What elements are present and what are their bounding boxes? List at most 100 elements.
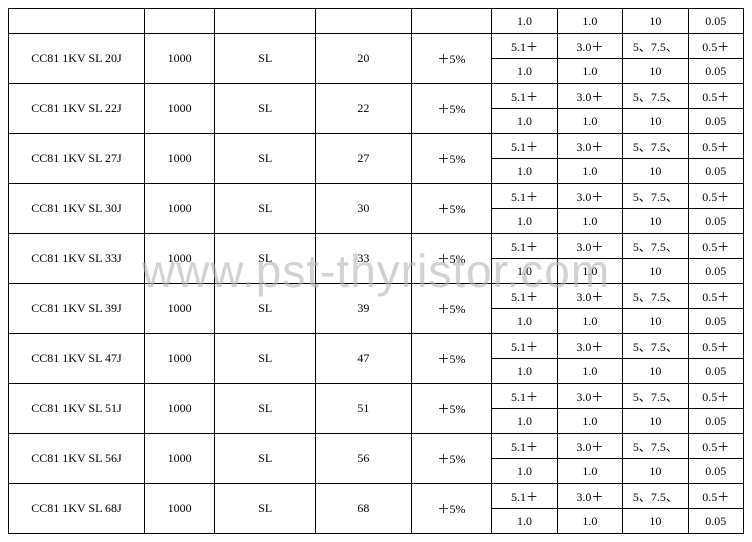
table-row: CC81 1KV SL 27J1000SL27＋5%5.1＋3.0＋5、7.5、… bbox=[9, 134, 744, 159]
cap-cell: 47 bbox=[316, 334, 412, 384]
model-cell: CC81 1KV SL 68J bbox=[9, 484, 145, 534]
model-cell: CC81 1KV SL 47J bbox=[9, 334, 145, 384]
tol-cell: ＋5% bbox=[411, 434, 492, 484]
b1-cell: 3.0＋ bbox=[557, 434, 622, 459]
a2-cell: 1.0 bbox=[492, 159, 557, 184]
cap-cell: 56 bbox=[316, 434, 412, 484]
type-cell: SL bbox=[215, 34, 316, 84]
d2-cell: 0.05 bbox=[688, 409, 743, 434]
header-cell-3 bbox=[316, 9, 412, 34]
b2-cell: 1.0 bbox=[557, 159, 622, 184]
table-row: CC81 1KV SL 39J1000SL39＋5%5.1＋3.0＋5、7.5、… bbox=[9, 284, 744, 309]
c1-cell: 5、7.5、 bbox=[623, 334, 688, 359]
d1-cell: 0.5＋ bbox=[688, 34, 743, 59]
cap-cell: 33 bbox=[316, 234, 412, 284]
header-cell-0 bbox=[9, 9, 145, 34]
type-cell: SL bbox=[215, 184, 316, 234]
header-cell-6: 1.0 bbox=[557, 9, 622, 34]
d1-cell: 0.5＋ bbox=[688, 234, 743, 259]
d1-cell: 0.5＋ bbox=[688, 384, 743, 409]
cap-cell: 22 bbox=[316, 84, 412, 134]
tol-cell: ＋5% bbox=[411, 484, 492, 534]
d2-cell: 0.05 bbox=[688, 159, 743, 184]
a1-cell: 5.1＋ bbox=[492, 434, 557, 459]
a2-cell: 1.0 bbox=[492, 309, 557, 334]
c2-cell: 10 bbox=[623, 109, 688, 134]
d1-cell: 0.5＋ bbox=[688, 434, 743, 459]
type-cell: SL bbox=[215, 234, 316, 284]
c1-cell: 5、7.5、 bbox=[623, 84, 688, 109]
table-row: CC81 1KV SL 51J1000SL51＋5%5.1＋3.0＋5、7.5、… bbox=[9, 384, 744, 409]
a1-cell: 5.1＋ bbox=[492, 234, 557, 259]
cap-cell: 39 bbox=[316, 284, 412, 334]
tol-cell: ＋5% bbox=[411, 234, 492, 284]
table-row: CC81 1KV SL 47J1000SL47＋5%5.1＋3.0＋5、7.5、… bbox=[9, 334, 744, 359]
d2-cell: 0.05 bbox=[688, 259, 743, 284]
a1-cell: 5.1＋ bbox=[492, 284, 557, 309]
d1-cell: 0.5＋ bbox=[688, 284, 743, 309]
a2-cell: 1.0 bbox=[492, 409, 557, 434]
table-row: CC81 1KV SL 22J1000SL22＋5%5.1＋3.0＋5、7.5、… bbox=[9, 84, 744, 109]
c2-cell: 10 bbox=[623, 409, 688, 434]
type-cell: SL bbox=[215, 384, 316, 434]
b2-cell: 1.0 bbox=[557, 459, 622, 484]
model-cell: CC81 1KV SL 30J bbox=[9, 184, 145, 234]
voltage-cell: 1000 bbox=[144, 84, 214, 134]
c2-cell: 10 bbox=[623, 259, 688, 284]
b2-cell: 1.0 bbox=[557, 359, 622, 384]
b1-cell: 3.0＋ bbox=[557, 334, 622, 359]
d2-cell: 0.05 bbox=[688, 59, 743, 84]
cap-cell: 27 bbox=[316, 134, 412, 184]
cap-cell: 30 bbox=[316, 184, 412, 234]
c1-cell: 5、7.5、 bbox=[623, 134, 688, 159]
model-cell: CC81 1KV SL 56J bbox=[9, 434, 145, 484]
b1-cell: 3.0＋ bbox=[557, 484, 622, 509]
d1-cell: 0.5＋ bbox=[688, 134, 743, 159]
header-cell-8: 0.05 bbox=[688, 9, 743, 34]
spec-table: 1.01.0100.05CC81 1KV SL 20J1000SL20＋5%5.… bbox=[8, 8, 744, 534]
c2-cell: 10 bbox=[623, 459, 688, 484]
type-cell: SL bbox=[215, 134, 316, 184]
voltage-cell: 1000 bbox=[144, 384, 214, 434]
voltage-cell: 1000 bbox=[144, 184, 214, 234]
b2-cell: 1.0 bbox=[557, 59, 622, 84]
type-cell: SL bbox=[215, 434, 316, 484]
header-cell-4 bbox=[411, 9, 492, 34]
type-cell: SL bbox=[215, 484, 316, 534]
d1-cell: 0.5＋ bbox=[688, 84, 743, 109]
a1-cell: 5.1＋ bbox=[492, 34, 557, 59]
voltage-cell: 1000 bbox=[144, 334, 214, 384]
cap-cell: 51 bbox=[316, 384, 412, 434]
a2-cell: 1.0 bbox=[492, 59, 557, 84]
a1-cell: 5.1＋ bbox=[492, 384, 557, 409]
b2-cell: 1.0 bbox=[557, 509, 622, 534]
header-cell-1 bbox=[144, 9, 214, 34]
b1-cell: 3.0＋ bbox=[557, 134, 622, 159]
d1-cell: 0.5＋ bbox=[688, 484, 743, 509]
type-cell: SL bbox=[215, 84, 316, 134]
table-row: CC81 1KV SL 68J1000SL68＋5%5.1＋3.0＋5、7.5、… bbox=[9, 484, 744, 509]
table-row: CC81 1KV SL 20J1000SL20＋5%5.1＋3.0＋5、7.5、… bbox=[9, 34, 744, 59]
d2-cell: 0.05 bbox=[688, 109, 743, 134]
cap-cell: 20 bbox=[316, 34, 412, 84]
d2-cell: 0.05 bbox=[688, 509, 743, 534]
header-cell-5: 1.0 bbox=[492, 9, 557, 34]
a2-cell: 1.0 bbox=[492, 209, 557, 234]
c1-cell: 5、7.5、 bbox=[623, 384, 688, 409]
a2-cell: 1.0 bbox=[492, 259, 557, 284]
table-row: CC81 1KV SL 56J1000SL56＋5%5.1＋3.0＋5、7.5、… bbox=[9, 434, 744, 459]
b2-cell: 1.0 bbox=[557, 409, 622, 434]
model-cell: CC81 1KV SL 39J bbox=[9, 284, 145, 334]
b1-cell: 3.0＋ bbox=[557, 84, 622, 109]
b1-cell: 3.0＋ bbox=[557, 284, 622, 309]
voltage-cell: 1000 bbox=[144, 284, 214, 334]
tol-cell: ＋5% bbox=[411, 284, 492, 334]
c1-cell: 5、7.5、 bbox=[623, 484, 688, 509]
type-cell: SL bbox=[215, 334, 316, 384]
d1-cell: 0.5＋ bbox=[688, 334, 743, 359]
model-cell: CC81 1KV SL 22J bbox=[9, 84, 145, 134]
voltage-cell: 1000 bbox=[144, 134, 214, 184]
c2-cell: 10 bbox=[623, 309, 688, 334]
tol-cell: ＋5% bbox=[411, 134, 492, 184]
model-cell: CC81 1KV SL 51J bbox=[9, 384, 145, 434]
